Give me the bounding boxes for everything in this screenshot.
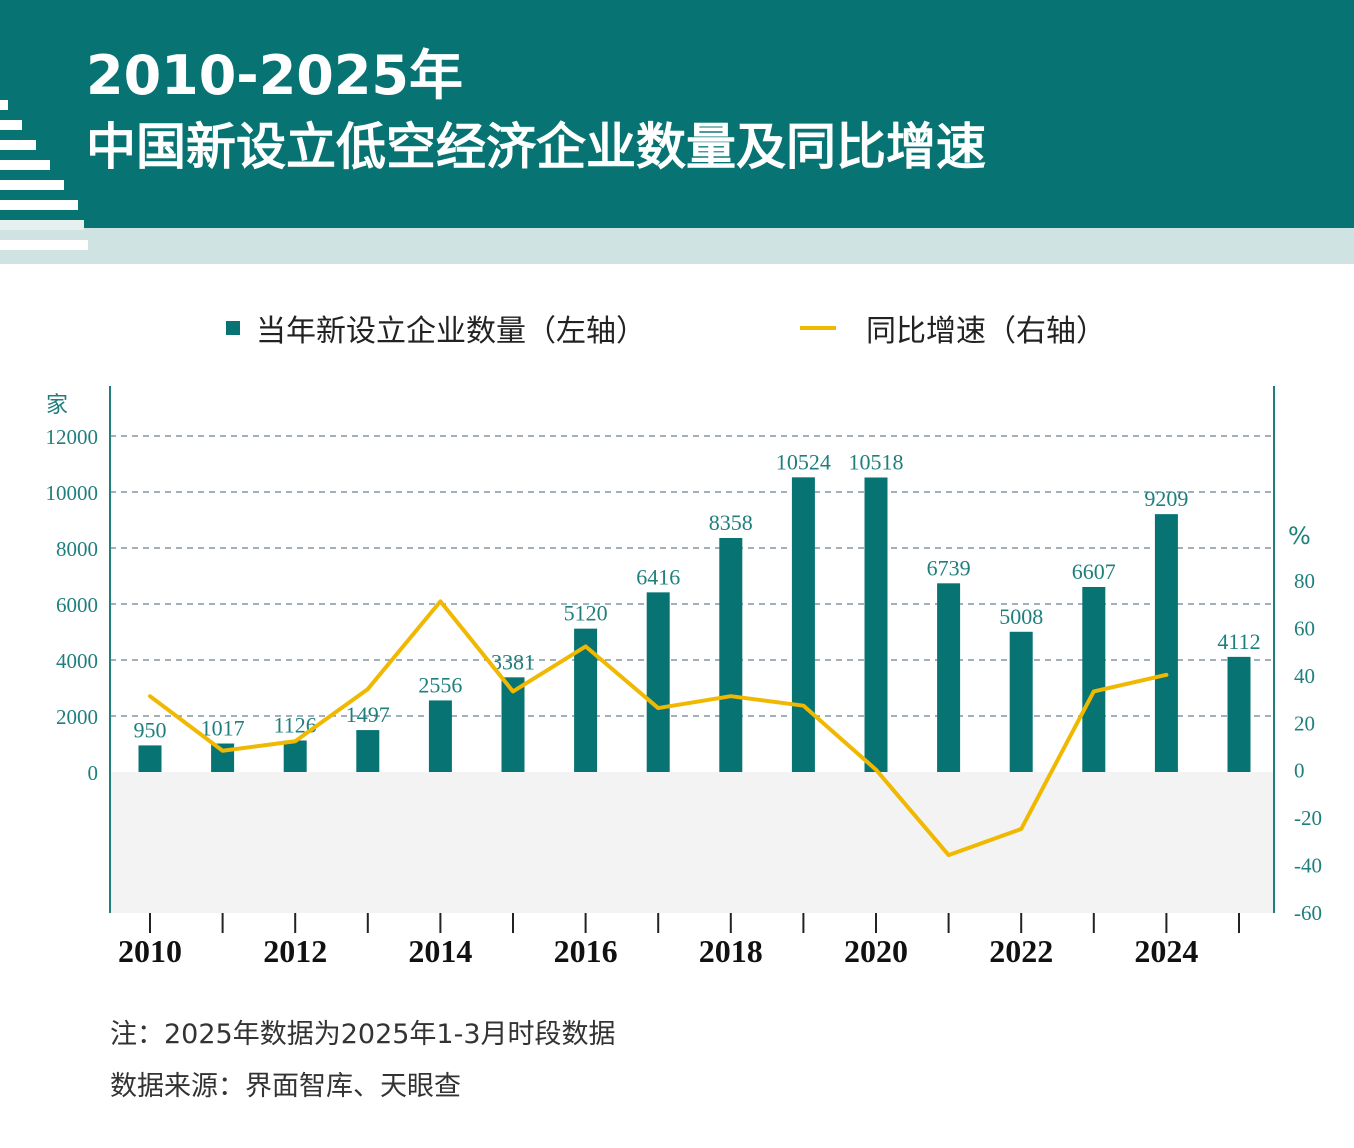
legend: 当年新设立企业数量（左轴） 同比增速（右轴）	[0, 308, 1354, 349]
x-axis-tick-label: 2022	[989, 933, 1053, 969]
bar-value-label: 1017	[201, 716, 245, 741]
chart-title-line2: 中国新设立低空经济企业数量及同比增速	[86, 118, 986, 176]
right-axis-tick-label: 0	[1294, 759, 1305, 783]
bar-value-label: 6607	[1072, 559, 1116, 584]
x-axis-tick-label: 2020	[844, 933, 908, 969]
bar	[501, 677, 525, 772]
chart-title-line1: 2010-2025年	[86, 44, 463, 107]
right-axis-tick-label: 20	[1294, 711, 1315, 735]
legend-line-label: 同比增速（右轴）	[866, 314, 1106, 349]
left-axis-tick-label: 8000	[56, 537, 98, 561]
bar-value-label: 1126	[274, 712, 317, 737]
bar	[574, 628, 598, 772]
bar-value-label: 4112	[1217, 629, 1260, 654]
bar	[646, 592, 670, 772]
legend-bar-label: 当年新设立企业数量（左轴）	[256, 314, 646, 349]
legend-bar-swatch	[226, 321, 240, 335]
growth-rate-line	[148, 599, 1169, 858]
bar-value-label: 10518	[849, 449, 904, 474]
x-axis-tick-label: 2010	[118, 933, 182, 969]
left-axis-tick-label: 6000	[56, 593, 98, 617]
bar-value-label: 2556	[418, 672, 462, 697]
left-axis-tick-label: 12000	[46, 425, 99, 449]
bar	[138, 745, 162, 772]
right-axis-unit: %	[1288, 522, 1311, 550]
bar	[937, 583, 961, 772]
bar	[719, 537, 743, 772]
right-axis-tick-label: 80	[1294, 569, 1315, 593]
bar	[428, 700, 452, 772]
right-axis-tick-label: 60	[1294, 616, 1315, 640]
bar-value-label: 10524	[776, 449, 831, 474]
legend-line-swatch	[800, 326, 836, 330]
chart: 0 2000 4000 6000 8000 10000 12000 家 80 60 40 20 0 -20…	[46, 386, 1322, 969]
left-axis-tick-label: 4000	[56, 649, 98, 673]
right-axis-tick-label: 40	[1294, 664, 1315, 688]
bar-value-label: 6739	[927, 555, 971, 580]
right-axis-tick-label: -40	[1294, 854, 1322, 878]
bar	[1082, 587, 1106, 772]
x-axis-tick-label: 2024	[1134, 933, 1198, 969]
bar	[1227, 656, 1251, 772]
bar-value-label: 5120	[564, 601, 608, 626]
bar-value-label: 950	[134, 717, 167, 742]
bar	[283, 740, 307, 772]
bar	[356, 730, 380, 772]
legend-item-bars: 当年新设立企业数量（左轴）	[226, 308, 646, 349]
left-axis-tick-label: 2000	[56, 705, 98, 729]
bar	[1154, 514, 1178, 772]
title-banner-band	[0, 228, 1354, 264]
right-axis-tick-label: -60	[1294, 901, 1322, 925]
left-axis-tick-label: 10000	[46, 481, 99, 505]
x-axis-tick-label: 2012	[263, 933, 327, 969]
title-banner	[0, 0, 1354, 228]
data-source: 数据来源：界面智库、天眼查	[110, 1071, 461, 1102]
left-axis-unit: 家	[46, 393, 68, 418]
footnote: 注：2025年数据为2025年1-3月时段数据	[110, 1019, 616, 1050]
x-axis-tick-label: 2014	[408, 933, 472, 969]
x-axis-tick-label: 2018	[699, 933, 763, 969]
negative-area	[110, 772, 1274, 913]
bar	[1009, 631, 1033, 772]
bar-value-label: 6416	[636, 564, 680, 589]
bar	[791, 477, 815, 772]
bar-value-label: 1497	[346, 702, 390, 727]
bar	[864, 477, 888, 772]
bar-value-label: 9209	[1144, 486, 1188, 511]
decorative-stripes	[0, 100, 88, 250]
left-axis-tick-label: 0	[88, 761, 99, 785]
bar-value-label: 5008	[999, 604, 1043, 629]
x-axis-tick-label: 2016	[554, 933, 618, 969]
legend-item-line: 同比增速（右轴）	[800, 308, 1106, 349]
right-axis-tick-label: -20	[1294, 806, 1322, 830]
bar-value-label: 8358	[709, 510, 753, 535]
